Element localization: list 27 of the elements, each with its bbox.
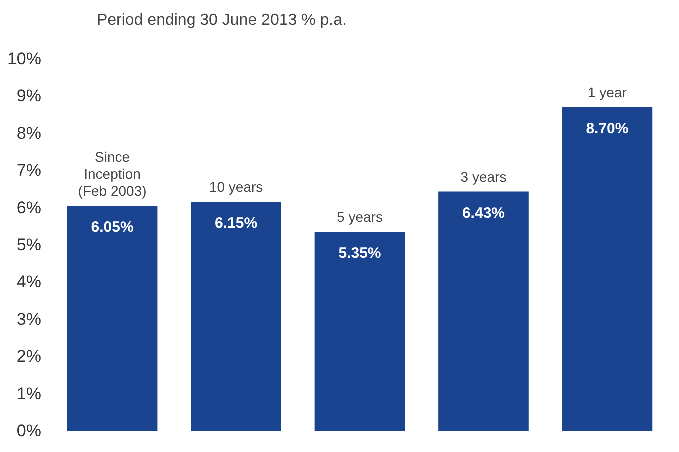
y-tick-label: 8% (16, 124, 42, 143)
y-tick-label: 6% (16, 198, 42, 218)
data-label: 6.43% (462, 204, 506, 222)
bar (191, 202, 282, 431)
x-tick-label: 5 years (337, 208, 383, 225)
bar (314, 232, 406, 431)
data-label: 8.70% (586, 120, 629, 138)
data-label: 6.15% (214, 215, 258, 232)
x-tick-label: Since Inception (Feb 2003) (78, 148, 147, 199)
x-tick-label: 3 years (460, 168, 507, 185)
y-tick-label: 1% (16, 384, 42, 404)
y-tick-label: 2% (16, 347, 42, 366)
y-tick-label: 10% (7, 50, 42, 68)
y-tick-label: 9% (16, 86, 42, 106)
y-tick-label: 3% (16, 310, 42, 329)
bar (562, 107, 653, 431)
x-tick-label: 1 year (588, 84, 628, 100)
data-label: 5.35% (338, 244, 382, 262)
data-label: 6.05% (91, 218, 134, 236)
chart-title: Period ending 30 June 2013 % p.a. (96, 12, 347, 29)
x-tick-label: 10 years (209, 179, 264, 196)
bar (438, 192, 529, 431)
y-tick-label: 4% (16, 272, 42, 292)
y-tick-label: 5% (16, 236, 42, 254)
y-tick-label: 0% (16, 422, 42, 440)
bar (67, 206, 158, 431)
y-tick-label: 7% (16, 161, 42, 180)
